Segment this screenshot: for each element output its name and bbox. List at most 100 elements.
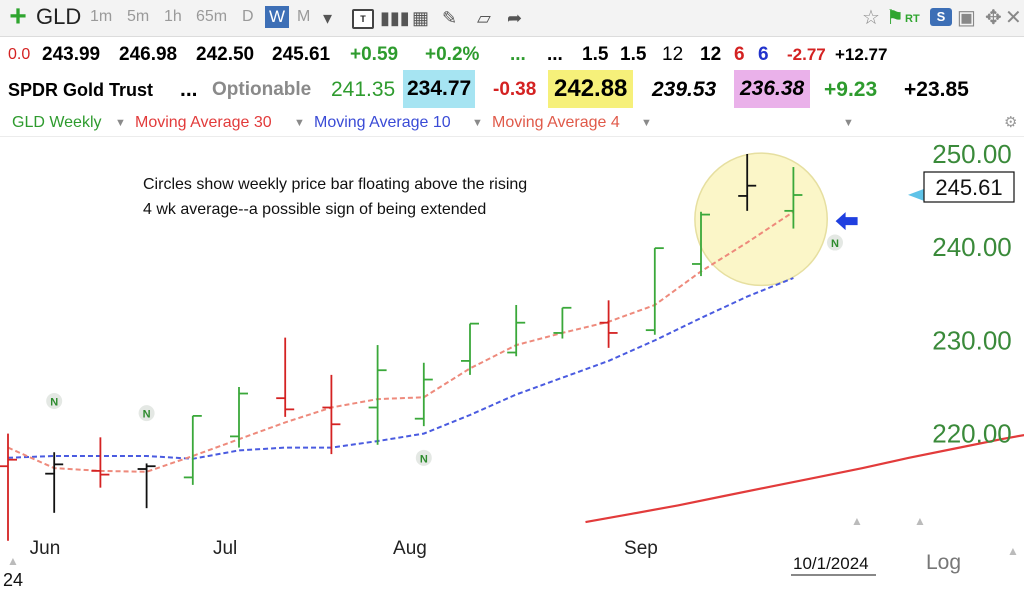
scroll-right-icon[interactable]: ▲ (1007, 544, 1019, 558)
ohlc-bar (738, 154, 757, 211)
share-arrow-icon[interactable]: ➦ (507, 8, 523, 28)
date-label[interactable]: 10/1/2024 (793, 554, 869, 573)
x-axis-label: Aug (393, 538, 427, 559)
n-marker-bg (46, 392, 63, 409)
n-marker-label: N (420, 453, 428, 465)
pencil-icon[interactable]: ✎ (442, 8, 458, 28)
dots-1: ... (510, 44, 526, 65)
add-symbol-plus-icon[interactable]: + (9, 0, 27, 33)
quote2-value-4: 242.88 (548, 70, 634, 108)
settings-gear-icon[interactable]: ⚙ (1004, 114, 1018, 131)
security-name: SPDR Gold Trust (8, 80, 154, 100)
n-marker: N (138, 405, 155, 422)
price-chart: N N N N Circles show weekly price bar float… (0, 139, 1024, 590)
year-fragment-label: 24 (3, 570, 23, 590)
quote2-value-3: -0.38 (493, 79, 537, 100)
close-icon[interactable]: ✕ (1005, 7, 1022, 29)
ma10-line (7, 277, 794, 460)
dropdown-caret-icon[interactable]: ▾ (323, 8, 333, 28)
n-marker-label: N (831, 238, 839, 250)
close-value: 245.61 (272, 44, 331, 65)
last-price-label: 245.61 (935, 175, 1002, 200)
stat-3: 12 (662, 44, 684, 65)
star-icon[interactable]: ☆ (862, 7, 880, 29)
legend-ma4-caret-icon[interactable]: ▼ (641, 117, 652, 129)
indicator-legend: GLD Weekly ▼ Moving Average 30 ▼ Moving … (0, 110, 1024, 137)
legend-ma10[interactable]: Moving Average 10 (314, 114, 451, 131)
timeframe-daily[interactable]: D (242, 8, 254, 25)
symbol-label[interactable]: GLD (36, 4, 82, 29)
dots-2: ... (547, 44, 563, 65)
scroll-up-right-icon[interactable]: ▲ (914, 514, 926, 528)
ohlc-bar (45, 452, 64, 513)
open-value: 243.99 (42, 44, 101, 65)
quote2-value-5: 239.53 (652, 78, 717, 101)
timeframe-65m[interactable]: 65m (196, 8, 228, 25)
legend-ma30[interactable]: Moving Average 30 (135, 114, 272, 131)
stat-5: 6 (734, 44, 745, 65)
scroll-up-icon[interactable]: ▲ (851, 514, 863, 528)
ma30-line (585, 433, 1024, 524)
legend-ma30-caret-icon[interactable]: ▼ (294, 117, 305, 129)
y-tick-label: 240.00 (932, 232, 1012, 262)
ohlc-bar (461, 322, 479, 375)
ma30-line-group (585, 433, 1024, 524)
ohlc-bar (692, 211, 710, 277)
x-axis: Jun Jul Aug Sep (30, 538, 658, 559)
ohlc-bar (645, 247, 664, 335)
save-icon[interactable]: ▣ (957, 7, 976, 29)
ohlc-bar (276, 337, 295, 417)
n-marker-bg (138, 405, 155, 422)
ohlc-bar (414, 362, 433, 427)
legend-ma10-caret-icon[interactable]: ▼ (472, 117, 483, 129)
legend-series-caret-icon[interactable]: ▼ (115, 117, 126, 129)
ma4-line (7, 210, 794, 473)
quote2-value-2: 234.77 (403, 70, 476, 108)
high-value: 246.98 (119, 44, 178, 65)
alert-flag-icon[interactable]: ⚑ (886, 7, 904, 29)
stat-7: -2.77 (787, 45, 826, 64)
n-marker-label: N (143, 409, 151, 421)
low-value: 242.50 (196, 44, 255, 65)
ohlc-bar (322, 374, 341, 455)
n-marker-bg (415, 449, 432, 466)
legend-ma4[interactable]: Moving Average 4 (492, 114, 620, 131)
timeframe-5m[interactable]: 5m (127, 8, 150, 25)
ohlc-bar (183, 414, 202, 485)
y-tick-label: 230.00 (932, 325, 1012, 355)
annotation-line-1: Circles show weekly price bar floating a… (143, 176, 527, 193)
legend-series-gld-weekly[interactable]: GLD Weekly (12, 114, 102, 131)
legend-collapse-caret-icon[interactable]: ▼ (843, 117, 854, 129)
quote-row-1: 0.0 243.99 246.98 242.50 245.61 +0.59 +0… (0, 38, 1024, 72)
price-bars (0, 154, 803, 541)
n-marker-bg (826, 234, 843, 251)
optionable-label: Optionable (212, 79, 312, 100)
timeframe-weekly[interactable]: W (265, 6, 290, 28)
bar-chart-icon[interactable]: ▮▮▮ (380, 8, 410, 28)
y-tick-label: 250.00 (932, 139, 1012, 169)
realtime-badge[interactable]: RT (905, 13, 920, 25)
ohlc-bar (368, 345, 387, 445)
grid-add-icon[interactable]: ▦ (412, 8, 430, 28)
ohlc-bar (553, 306, 572, 339)
last-price-flag-icon (908, 188, 924, 201)
s-badge[interactable]: S (930, 8, 952, 26)
n-markers: N N N N (46, 234, 843, 466)
y-axis: 250.00 240.00 230.00 220.00 (932, 139, 1012, 449)
text-tool-icon[interactable]: T (352, 9, 374, 29)
x-axis-label: Jun (30, 538, 61, 559)
scroll-left-icon[interactable]: ▲ (7, 554, 19, 568)
n-marker-label: N (50, 396, 58, 408)
quote2-value-1: 241.35 (331, 78, 396, 101)
move-icon[interactable]: ✥ (985, 7, 1002, 29)
timeframe-1m[interactable]: 1m (90, 8, 113, 25)
note-icon[interactable]: ▱ (477, 8, 491, 28)
log-scale-toggle[interactable]: Log (926, 551, 961, 574)
timeframe-monthly[interactable]: M (297, 8, 311, 25)
ohlc-bar (137, 463, 156, 509)
change-value: +0.59 (350, 44, 399, 65)
small-change: 0.0 (8, 46, 31, 63)
change-pct-value: +0.2% (425, 44, 480, 65)
name-dots: ... (180, 78, 198, 101)
timeframe-1h[interactable]: 1h (164, 8, 182, 25)
